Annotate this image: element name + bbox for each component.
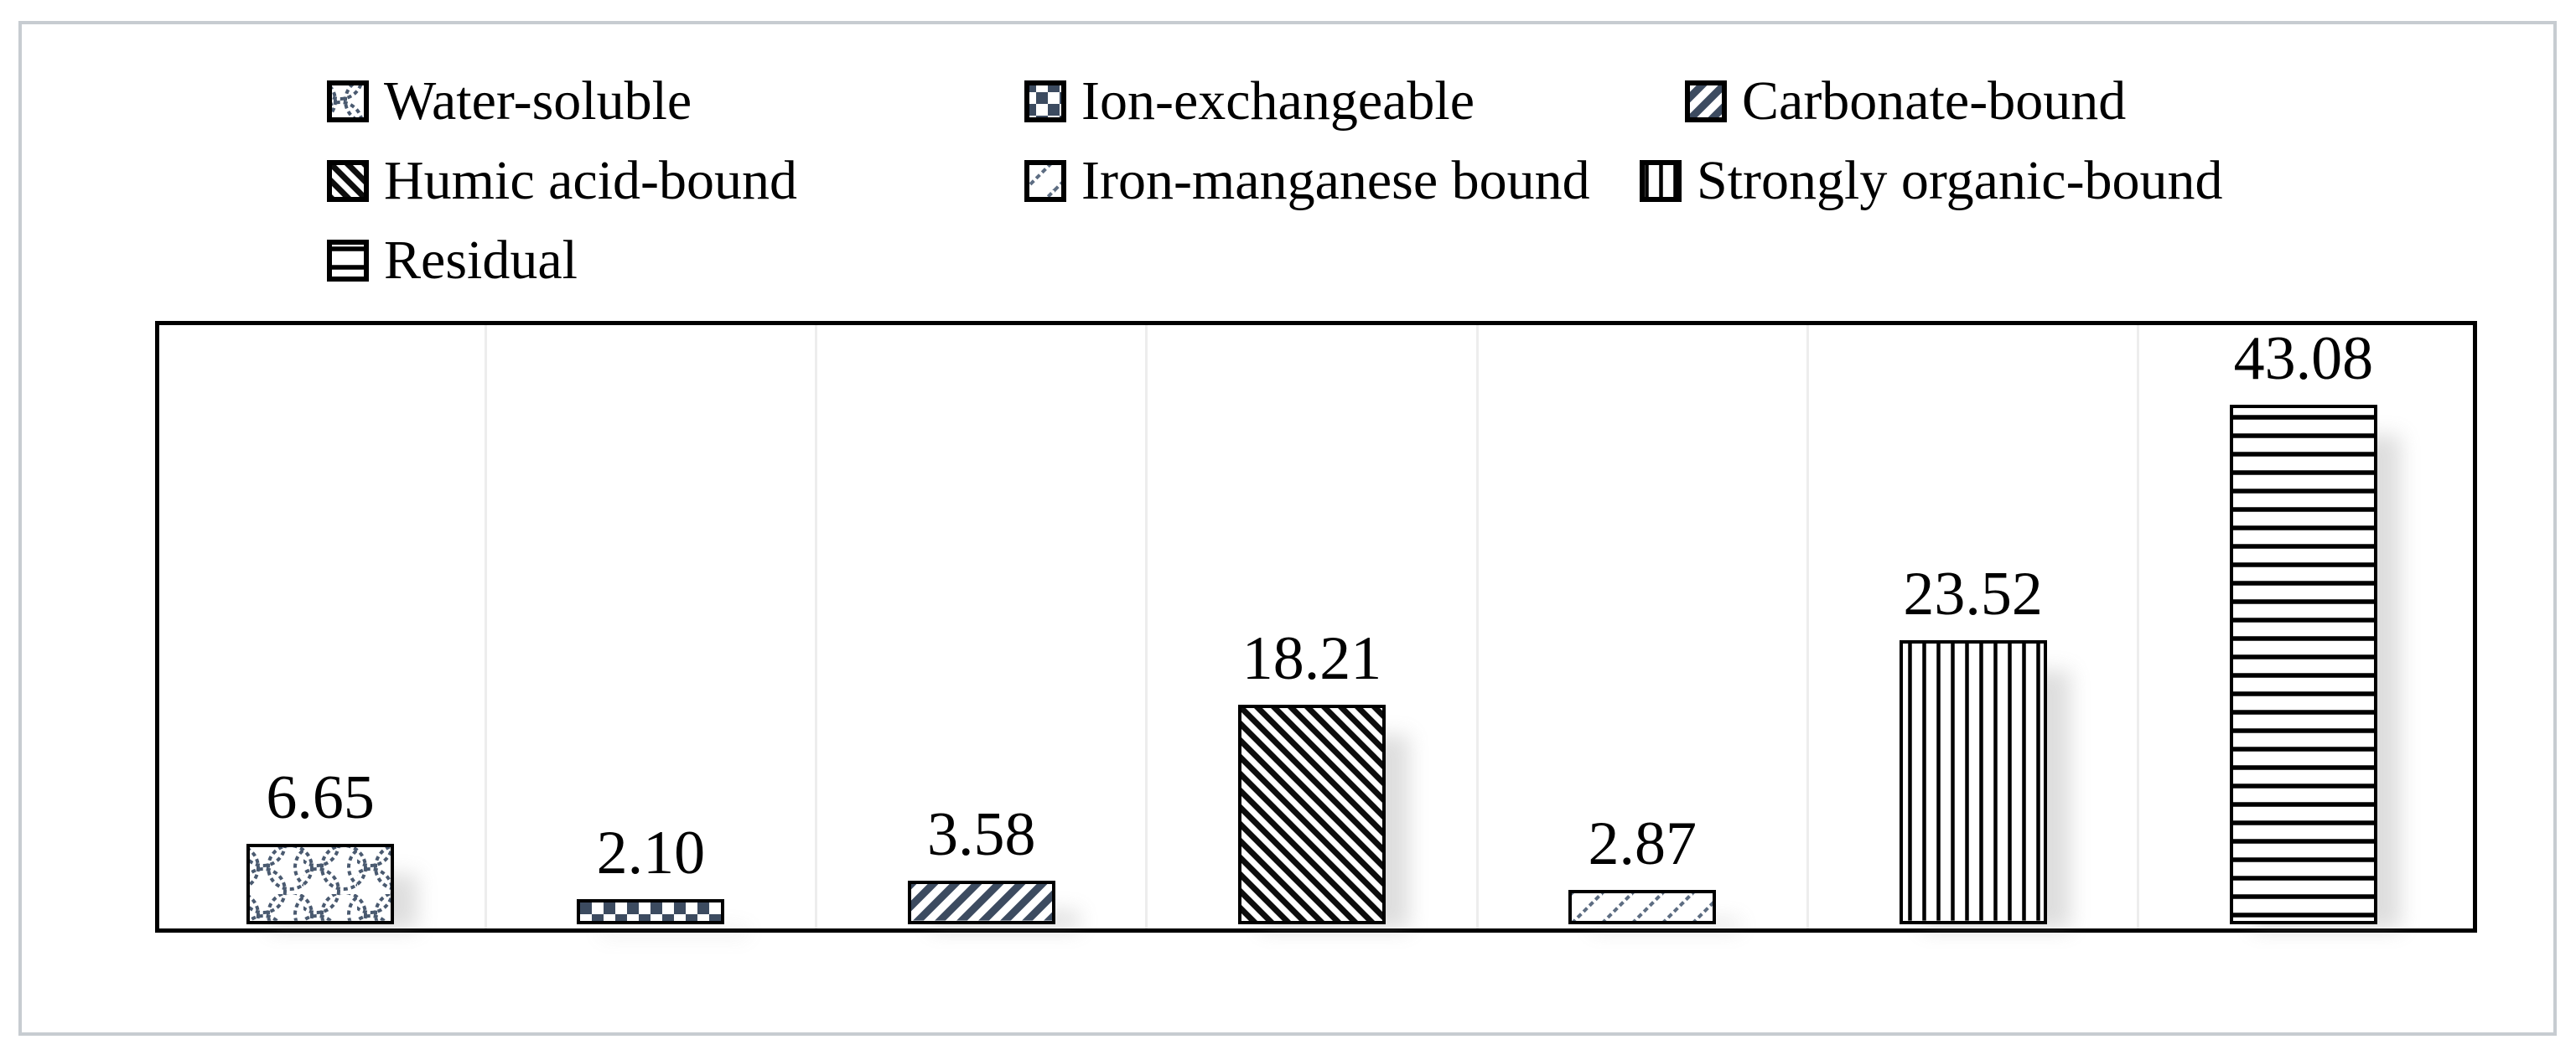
horizontal-lines-fill — [2232, 407, 2374, 921]
fish-scale-fill — [250, 847, 391, 921]
gridline-vertical — [2137, 325, 2139, 928]
legend-label: Strongly organic-bound — [1697, 150, 2223, 211]
bar-shadow-iron-manganese-bound — [1592, 919, 1740, 929]
checkerboard-fill — [580, 902, 722, 921]
diagonal-forward-thin-swatch-icon — [1024, 160, 1066, 202]
bar-iron-manganese-bound — [1568, 889, 1717, 924]
legend-label: Carbonate-bound — [1742, 70, 2127, 132]
legend-item-strongly-organic-bound: Strongly organic-bound — [1640, 150, 2223, 211]
gridline-vertical — [1806, 325, 1809, 928]
vertical-lines-swatch-icon — [1640, 160, 1682, 202]
diagonal-forward-swatch-icon — [1685, 80, 1727, 122]
value-label-carbonate-bound: 3.58 — [926, 800, 1036, 870]
value-label-residual: 43.08 — [2233, 323, 2374, 393]
checkerboard-swatch-icon — [1024, 80, 1066, 122]
legend-item-carbonate-bound: Carbonate-bound — [1685, 70, 2127, 132]
bar-carbonate-bound — [907, 881, 1055, 924]
value-label-iron-manganese-bound: 2.87 — [1588, 809, 1697, 878]
diagonal-forward-thin-fill — [1572, 892, 1713, 921]
legend-label: Humic acid-bound — [384, 150, 798, 211]
legend-item-iron-manganese-bound: Iron-manganese bound — [1024, 150, 1590, 211]
vertical-lines-fill — [1902, 644, 2044, 921]
gridline-vertical — [1145, 325, 1148, 928]
plot-area: 6.65 2.10 3.58 18.21 2.87 23.52 43.08 — [155, 321, 2477, 934]
value-label-ion-exchangeable: 2.10 — [596, 818, 706, 887]
legend-label: Residual — [384, 230, 578, 291]
gridline-vertical — [485, 325, 487, 928]
bar-ion-exchangeable — [577, 898, 725, 924]
legend-label: Ion-exchangeable — [1081, 70, 1475, 132]
value-label-humic-acid-bound: 18.21 — [1241, 623, 1382, 693]
diagonal-back-dense-fill — [1241, 707, 1382, 921]
horizontal-lines-swatch-icon — [327, 240, 369, 282]
bar-shadow-ion-exchangeable — [600, 928, 749, 934]
diagonal-forward-fill — [910, 884, 1052, 921]
legend-label: Water-soluble — [384, 70, 692, 132]
chart-legend: Water-soluble Ion-exchangeable Carbonate-b… — [0, 0, 2576, 318]
legend-item-ion-exchangeable: Ion-exchangeable — [1024, 70, 1475, 132]
bar-water-soluble — [246, 844, 395, 924]
bar-residual — [2229, 404, 2377, 924]
diagonal-back-dense-swatch-icon — [327, 160, 369, 202]
bar-strongly-organic-bound — [1899, 640, 2047, 924]
legend-label: Iron-manganese bound — [1081, 150, 1590, 211]
bar-humic-acid-bound — [1238, 704, 1386, 924]
legend-item-water-soluble: Water-soluble — [327, 70, 692, 132]
legend-item-residual: Residual — [327, 230, 578, 291]
value-label-strongly-organic-bound: 23.52 — [1903, 560, 2043, 629]
gridline-vertical — [1476, 325, 1479, 928]
gridline-vertical — [815, 325, 817, 928]
fish-scale-swatch-icon — [327, 80, 369, 122]
legend-item-humic-acid-bound: Humic acid-bound — [327, 150, 798, 211]
value-label-water-soluble: 6.65 — [266, 763, 375, 833]
